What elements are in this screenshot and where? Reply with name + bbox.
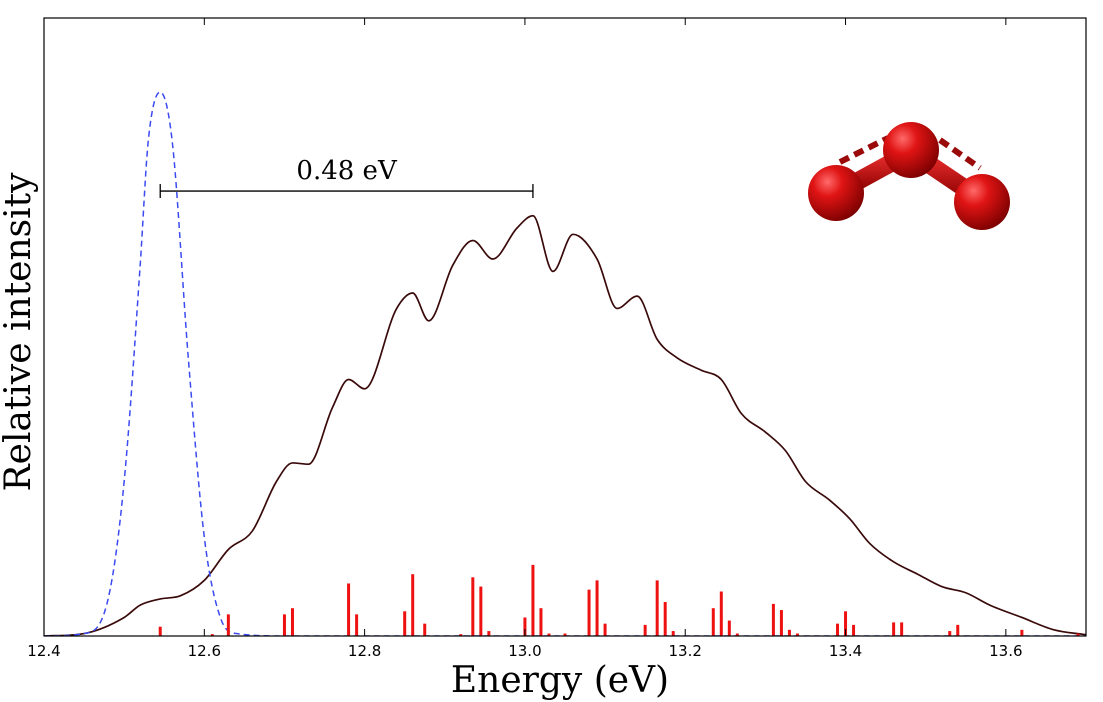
x-axis-ticks: 12.4 12.6 12.8 13.0 13.2 13.4 13.6 [27, 18, 1023, 660]
energy-gap-annotation: 0.48 eV [159, 156, 534, 199]
plot-frame [43, 17, 1087, 637]
dashed-peak-curve [44, 91, 1086, 636]
x-tick-label: 12.4 [27, 642, 60, 660]
plot-area [44, 91, 1086, 636]
annotation-label: 0.48 eV [296, 156, 398, 186]
x-tick-label: 12.8 [348, 642, 381, 660]
ozone-molecule-image [808, 122, 1010, 230]
spectrum-envelope-curve [44, 214, 1086, 636]
x-tick-label: 13.2 [669, 642, 702, 660]
x-tick-label: 13.6 [989, 642, 1022, 660]
x-tick-label: 13.4 [829, 642, 862, 660]
dash-left [838, 135, 890, 165]
x-tick-label: 13.0 [508, 642, 541, 660]
x-tick-label: 12.6 [188, 642, 221, 660]
oxygen-atom-center [883, 122, 939, 178]
oxygen-atom-right [954, 174, 1010, 230]
oxygen-atom-left [808, 165, 864, 221]
dash-right [938, 137, 982, 171]
stick-spectrum [158, 564, 1080, 636]
x-axis-title: Energy (eV) [451, 660, 669, 701]
y-axis-title: Relative intensity [0, 172, 39, 492]
